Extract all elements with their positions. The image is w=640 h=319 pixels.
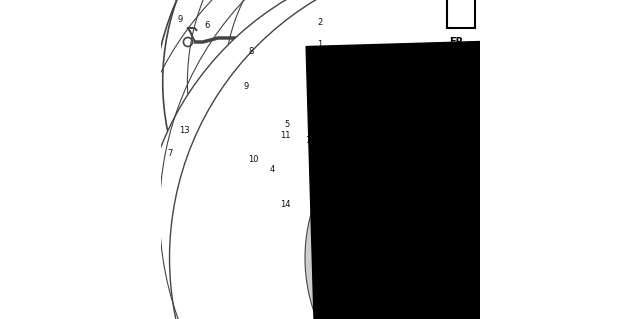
Circle shape xyxy=(445,83,449,87)
Circle shape xyxy=(358,29,536,206)
Text: 3: 3 xyxy=(399,145,404,154)
Text: 8: 8 xyxy=(249,47,254,56)
Text: 1: 1 xyxy=(317,40,323,49)
Circle shape xyxy=(140,0,640,319)
Circle shape xyxy=(276,62,282,68)
Text: 14: 14 xyxy=(280,200,290,209)
Text: 4: 4 xyxy=(269,165,275,174)
Text: 10: 10 xyxy=(248,155,259,164)
Text: 11: 11 xyxy=(305,136,316,145)
Text: 2: 2 xyxy=(317,18,323,27)
Bar xyxy=(289,8,310,288)
Text: S5P4-B1600 A: S5P4-B1600 A xyxy=(420,301,474,310)
Circle shape xyxy=(445,153,449,157)
Circle shape xyxy=(170,0,640,319)
Bar xyxy=(447,0,474,28)
Circle shape xyxy=(256,35,262,41)
Text: FR.: FR. xyxy=(449,37,468,47)
Bar xyxy=(291,180,299,319)
Circle shape xyxy=(305,93,636,319)
Text: 12: 12 xyxy=(394,85,405,94)
Text: 5: 5 xyxy=(284,120,289,129)
Text: 6: 6 xyxy=(204,21,209,30)
Text: 9: 9 xyxy=(177,15,182,24)
Text: 11: 11 xyxy=(280,131,290,140)
Bar xyxy=(336,100,354,319)
Text: 13: 13 xyxy=(179,126,189,135)
Circle shape xyxy=(275,93,606,319)
Circle shape xyxy=(445,163,449,167)
FancyArrow shape xyxy=(306,37,630,319)
Text: 9: 9 xyxy=(243,82,248,91)
Text: 7: 7 xyxy=(168,149,173,158)
